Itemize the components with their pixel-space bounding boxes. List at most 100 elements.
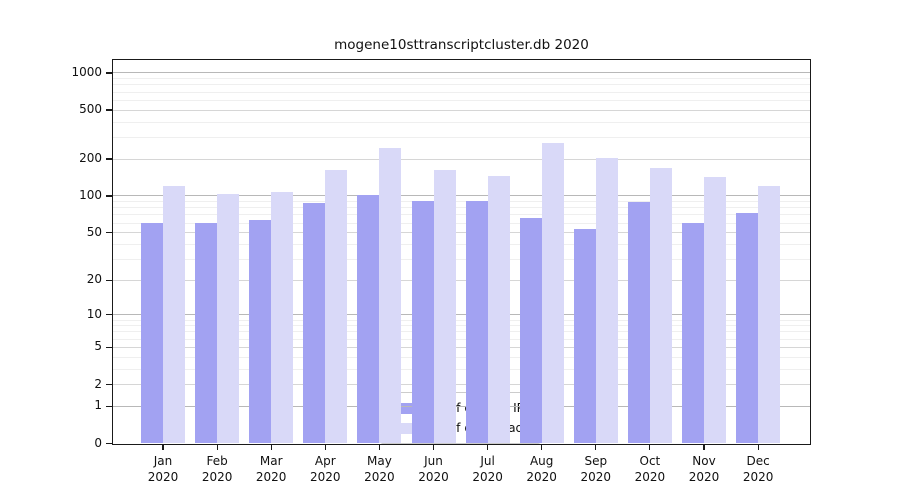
x-tick-mark — [432, 443, 435, 450]
x-tick-label: Jul 2020 — [472, 453, 503, 484]
y-tick-label: 20 — [86, 272, 102, 287]
minor-gridline — [113, 121, 810, 123]
y-tick-label: 1000 — [71, 64, 102, 79]
y-tick-label: 50 — [86, 224, 102, 239]
y-tick-mark — [106, 232, 113, 234]
bar-downloads — [487, 176, 510, 444]
minor-gridline — [113, 84, 810, 86]
downloads-swatch-icon — [390, 422, 419, 434]
bar-downloads — [595, 157, 618, 444]
minor-gridline — [113, 325, 810, 327]
y-tick-label: 1 — [94, 398, 102, 413]
y-tick-label: 200 — [79, 151, 102, 166]
chart-title: mogene10sttranscriptcluster.db 2020 — [334, 37, 589, 53]
plot-border — [112, 59, 811, 445]
major-gridline — [113, 232, 810, 234]
minor-gridline — [113, 319, 810, 321]
major-gridline — [113, 314, 810, 316]
bar-downloads — [379, 148, 402, 444]
bar-downloads — [433, 169, 456, 444]
x-tick-label: Apr 2020 — [310, 453, 341, 484]
y-tick-mark — [106, 442, 113, 445]
bar-downloads — [325, 170, 348, 444]
bar-distinct-ips — [411, 200, 434, 444]
minor-gridline — [113, 368, 810, 370]
minor-gridline — [113, 91, 810, 93]
bar-distinct-ips — [519, 217, 542, 444]
x-tick-label: May 2020 — [364, 453, 395, 484]
x-tick-label: Sep 2020 — [580, 453, 612, 484]
minor-gridline — [113, 338, 810, 340]
bar-distinct-ips — [357, 194, 380, 444]
x-tick-label: Feb 2020 — [201, 453, 233, 484]
x-tick-mark — [378, 443, 380, 450]
y-tick-label: 100 — [79, 187, 102, 202]
minor-gridline — [113, 356, 810, 358]
bar-distinct-ips — [682, 223, 704, 444]
y-tick-mark — [106, 158, 113, 160]
major-gridline — [113, 346, 810, 348]
y-tick-mark — [106, 405, 113, 407]
minor-gridline — [113, 222, 810, 224]
minor-gridline — [113, 78, 810, 80]
x-tick-label: Jan 2020 — [147, 453, 179, 484]
y-tick-mark — [106, 195, 113, 197]
x-tick-label: Nov 2020 — [688, 453, 720, 484]
x-tick-mark — [757, 443, 759, 450]
y-tick-mark — [106, 383, 113, 386]
major-gridline — [113, 405, 810, 407]
y-tick-mark — [106, 314, 113, 316]
minor-gridline — [113, 331, 810, 333]
major-gridline — [113, 279, 810, 281]
major-gridline — [113, 195, 810, 197]
x-tick-mark — [216, 443, 218, 450]
bar-downloads — [758, 186, 781, 444]
y-tick-label: 2 — [94, 376, 102, 391]
minor-gridline — [113, 136, 810, 138]
bar-distinct-ips — [195, 223, 218, 444]
x-tick-mark — [487, 443, 489, 450]
minor-gridline — [113, 214, 810, 216]
x-tick-mark — [595, 443, 597, 450]
minor-gridline — [113, 99, 810, 101]
major-gridline — [113, 158, 810, 160]
x-tick-mark — [162, 443, 164, 450]
minor-gridline — [113, 207, 810, 209]
y-tick-label: 500 — [79, 102, 102, 117]
y-tick-mark — [106, 279, 113, 281]
x-tick-label: Aug 2020 — [526, 453, 557, 484]
x-tick-label: Dec 2020 — [742, 453, 774, 484]
y-tick-mark — [106, 72, 113, 74]
bar-downloads — [271, 191, 294, 444]
distinct-ips-swatch-icon — [390, 402, 419, 414]
y-tick-label: 0 — [94, 435, 102, 450]
x-tick-mark — [324, 443, 326, 450]
bar-downloads — [704, 176, 726, 444]
y-tick-label: 5 — [94, 339, 102, 354]
x-tick-label: Mar 2020 — [255, 453, 287, 484]
bar-downloads — [649, 168, 672, 444]
minor-gridline — [113, 243, 810, 245]
x-tick-mark — [649, 443, 651, 450]
bar-distinct-ips — [141, 223, 163, 444]
bar-downloads — [163, 185, 185, 444]
bar-distinct-ips — [465, 200, 488, 444]
x-tick-label: Oct 2020 — [634, 453, 666, 484]
bar-distinct-ips — [573, 228, 596, 444]
minor-gridline — [113, 201, 810, 203]
minor-gridline — [113, 258, 810, 260]
bar-distinct-ips — [249, 219, 272, 444]
y-tick-mark — [106, 109, 113, 111]
bar-distinct-ips — [627, 201, 650, 444]
major-gridline — [113, 384, 810, 386]
major-gridline — [113, 72, 810, 74]
x-tick-mark — [541, 443, 543, 450]
x-tick-mark — [270, 443, 272, 450]
x-tick-label: Jun 2020 — [418, 453, 449, 484]
y-tick-mark — [106, 346, 113, 348]
bar-distinct-ips — [303, 202, 326, 444]
bar-downloads — [217, 194, 240, 444]
x-tick-mark — [703, 443, 705, 450]
y-tick-label: 10 — [86, 306, 102, 321]
